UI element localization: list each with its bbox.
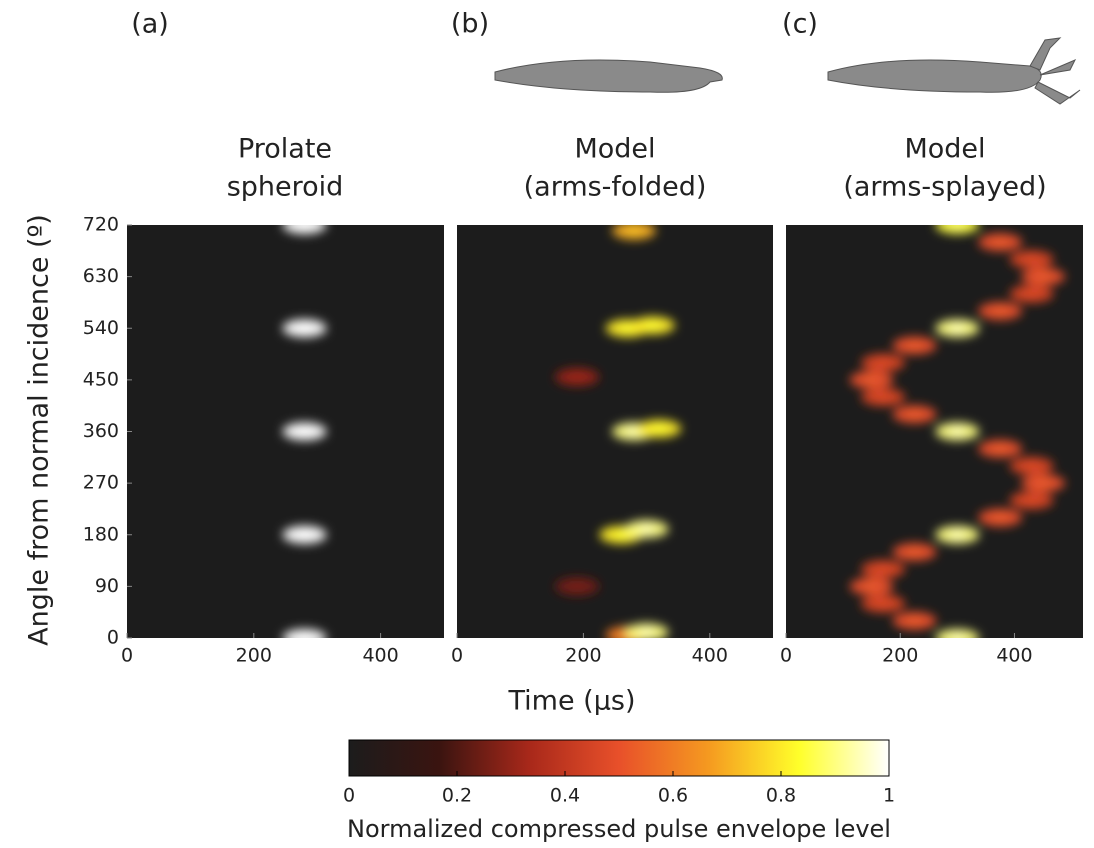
heat-core xyxy=(1035,479,1052,488)
x-tick-label: 400 xyxy=(996,645,1032,667)
heat-layer xyxy=(849,225,1066,638)
panel-label: (a) xyxy=(131,9,169,40)
heat-core xyxy=(992,238,1009,247)
y-axis-label: Angle from normal incidence (º) xyxy=(24,214,55,646)
heat-core xyxy=(949,225,966,229)
y-tick-label: 360 xyxy=(83,420,119,442)
heat-core xyxy=(1023,289,1040,298)
panel-label: (c) xyxy=(782,9,818,40)
heat-spot xyxy=(282,629,327,638)
x-tick-label: 200 xyxy=(236,645,272,667)
panel-title: spheroid xyxy=(227,172,344,203)
heat-core xyxy=(949,427,966,436)
heat-core xyxy=(875,565,892,574)
x-axis-label: Time (μs) xyxy=(508,686,636,717)
y-tick-label: 720 xyxy=(83,214,119,236)
panel-title: (arms-splayed) xyxy=(843,172,1046,203)
panel-title: Model xyxy=(574,134,655,165)
heat-core xyxy=(651,424,668,433)
heat-core xyxy=(296,634,313,638)
heat-core xyxy=(644,321,661,330)
heat-core xyxy=(949,634,966,638)
heat-core xyxy=(906,547,923,556)
panel-title: Prolate xyxy=(238,134,332,165)
y-tick-label: 0 xyxy=(107,627,119,649)
heat-core xyxy=(625,226,642,235)
heat-core xyxy=(906,410,923,419)
heat-core xyxy=(906,616,923,625)
y-tick-label: 540 xyxy=(83,317,119,339)
colorbar-tick-label: 0.2 xyxy=(442,785,472,807)
heat-layer xyxy=(555,225,682,638)
heat-spot xyxy=(935,225,980,234)
colorbar-tick-label: 0 xyxy=(343,785,355,807)
heat-core xyxy=(863,582,880,591)
heat-core xyxy=(1023,461,1040,470)
x-tick-label: 200 xyxy=(565,645,601,667)
heat-layer xyxy=(282,225,327,638)
heat-core xyxy=(638,628,655,637)
heat-core xyxy=(992,513,1009,522)
colorbar-tick-label: 0.6 xyxy=(658,785,688,807)
heat-core xyxy=(992,307,1009,316)
heat-core xyxy=(875,599,892,608)
panel-label: (b) xyxy=(451,9,489,40)
heat-core xyxy=(296,427,313,436)
heat-core xyxy=(613,530,630,539)
heat-core xyxy=(569,373,586,382)
heat-core xyxy=(949,324,966,333)
heat-spot xyxy=(282,225,327,234)
heat-core xyxy=(1023,255,1040,264)
y-tick-label: 270 xyxy=(83,472,119,494)
heat-core xyxy=(875,358,892,367)
y-tick-label: 180 xyxy=(83,523,119,545)
heat-core xyxy=(906,341,923,350)
heat-core xyxy=(569,582,586,591)
colorbar-label: Normalized compressed pulse envelope lev… xyxy=(347,815,891,843)
heat-core xyxy=(1035,272,1052,281)
x-tick-label: 200 xyxy=(882,645,918,667)
squid-folded xyxy=(494,59,723,93)
heat-core xyxy=(863,375,880,384)
panel-title: (arms-folded) xyxy=(524,172,707,203)
heat-core xyxy=(296,530,313,539)
colorbar xyxy=(348,739,890,777)
panel-title: Model xyxy=(904,134,985,165)
heat-core xyxy=(875,393,892,402)
heat-core xyxy=(296,225,313,229)
squid-splayed xyxy=(827,37,1081,105)
heat-core xyxy=(949,530,966,539)
colorbar-tick-label: 1 xyxy=(883,785,895,807)
colorbar-tick-label: 0.4 xyxy=(550,785,580,807)
x-tick-label: 0 xyxy=(451,645,463,667)
heat-core xyxy=(992,444,1009,453)
heat-core xyxy=(296,324,313,333)
y-tick-label: 630 xyxy=(83,265,119,287)
heat-spot xyxy=(935,629,980,638)
x-tick-label: 400 xyxy=(362,645,398,667)
x-tick-label: 0 xyxy=(780,645,792,667)
heat-core xyxy=(638,525,655,534)
heat-core xyxy=(1023,496,1040,505)
x-tick-label: 0 xyxy=(121,645,133,667)
y-tick-label: 450 xyxy=(83,368,119,390)
y-tick-label: 90 xyxy=(95,575,119,597)
x-tick-label: 400 xyxy=(692,645,728,667)
colorbar-tick-label: 0.8 xyxy=(766,785,796,807)
